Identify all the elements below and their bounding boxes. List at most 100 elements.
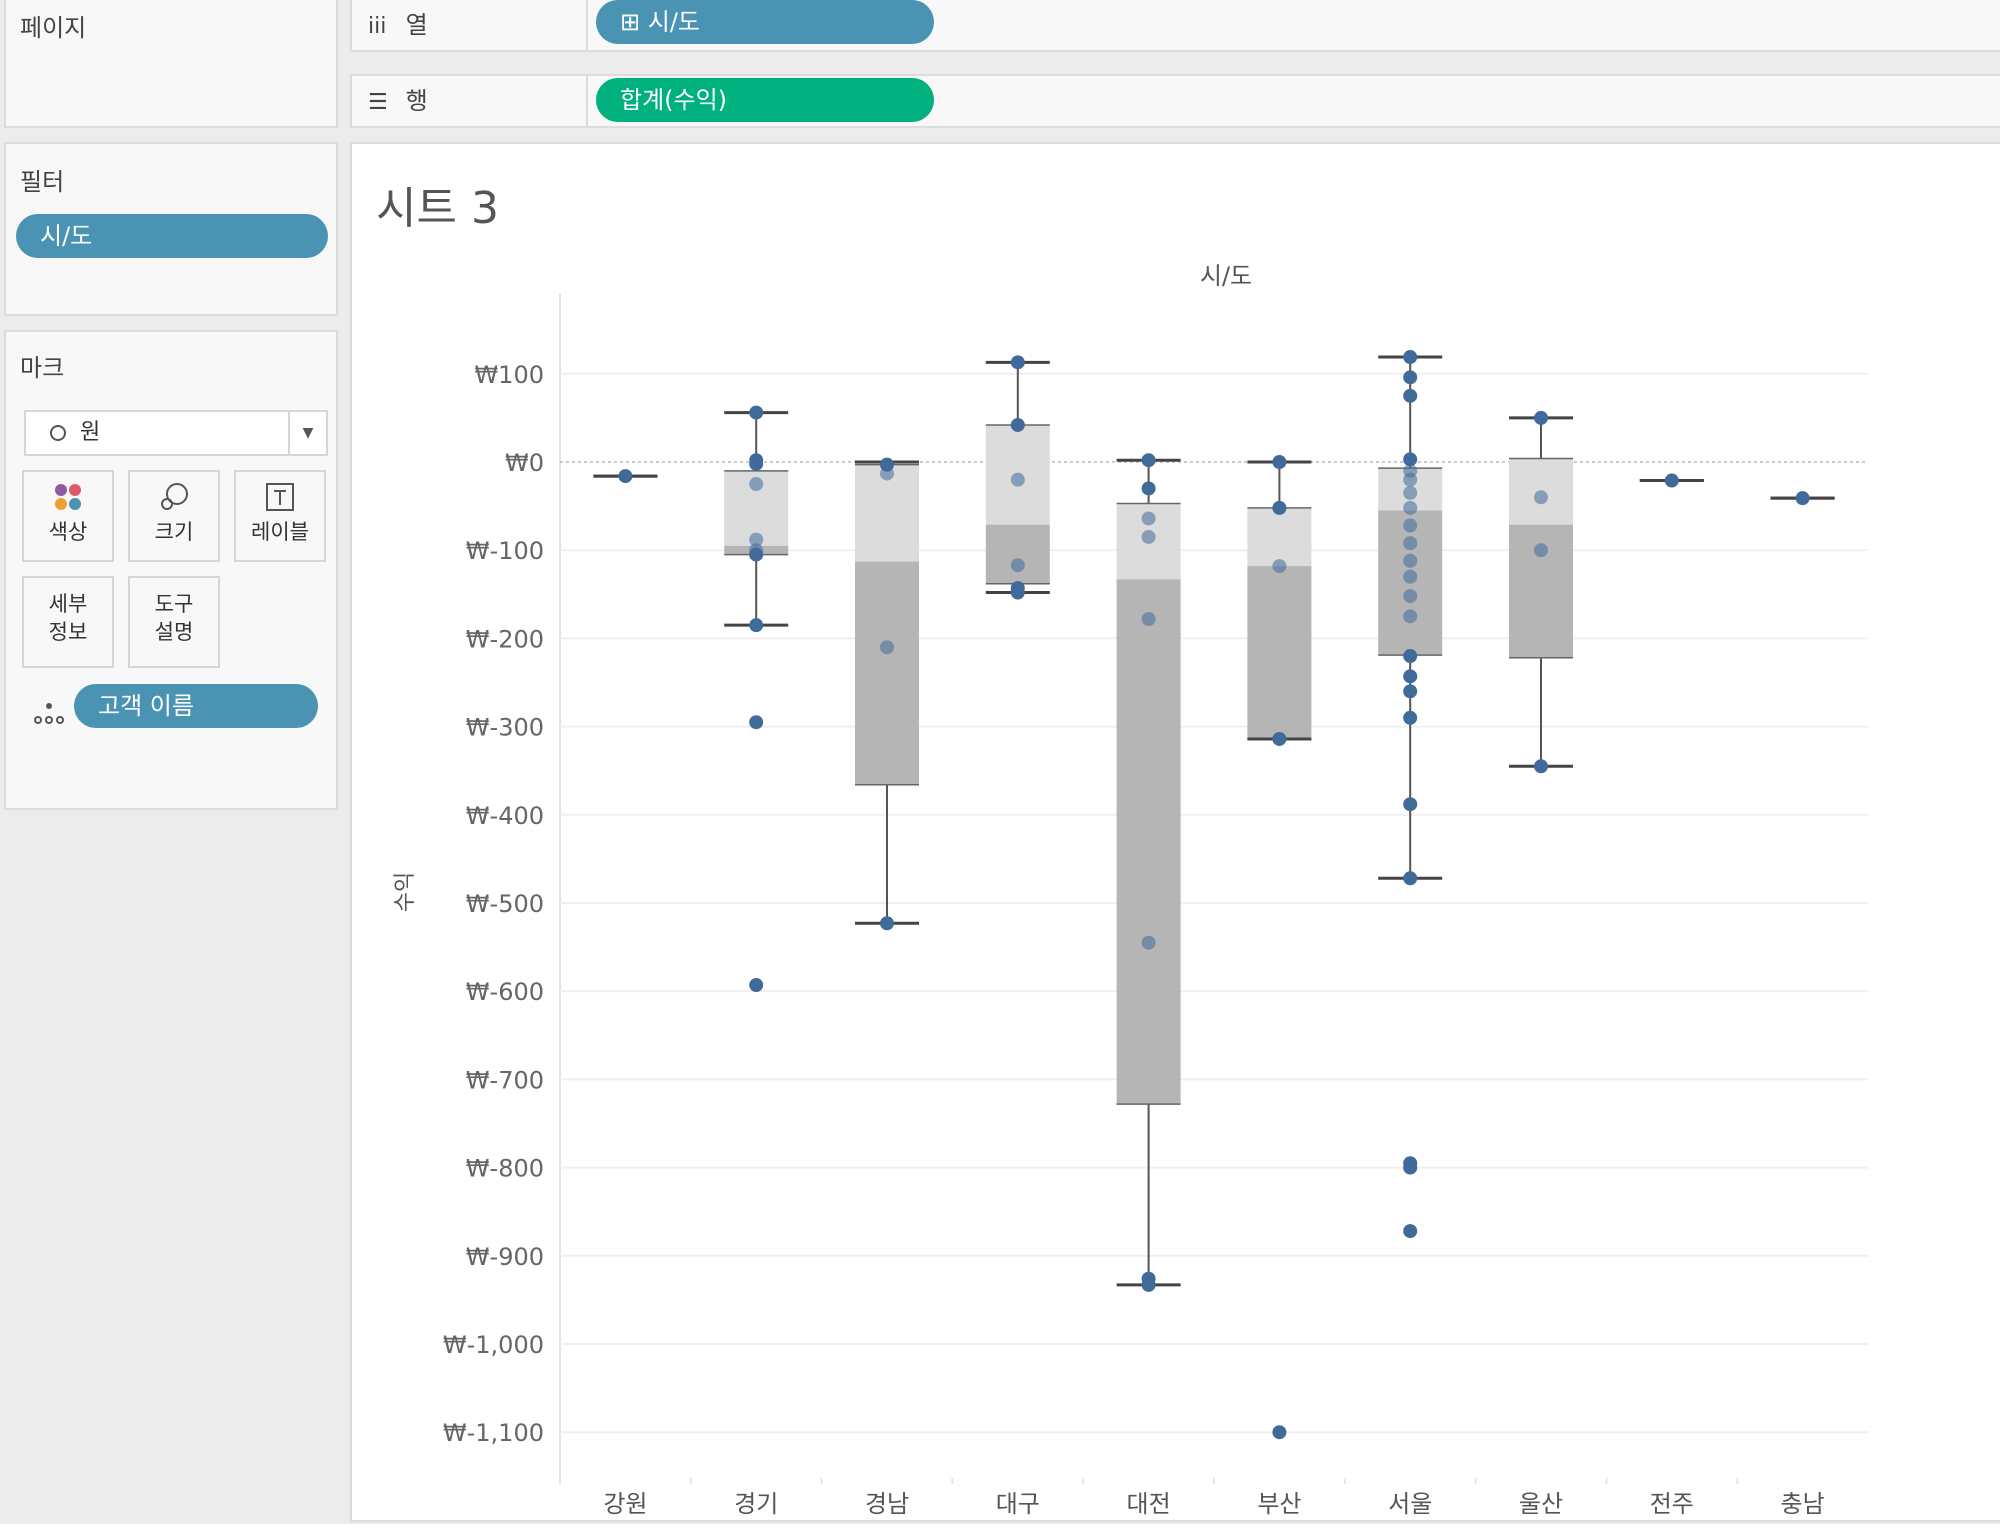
data-point [1141,529,1156,544]
data-point [1141,481,1156,496]
data-point [1403,518,1418,533]
data-point [1141,511,1156,526]
data-point [1534,543,1548,558]
y-tick-label: ₩-300 [466,714,544,742]
y-tick-label: ₩-900 [466,1243,544,1271]
columns-shelf-label: iii 열 [352,0,588,50]
y-tick-label: ₩-200 [466,625,544,653]
data-point [1403,589,1418,604]
data-point [749,456,764,471]
x-category-label: 경남 [865,1490,909,1518]
data-point [1141,611,1156,626]
label-button-label: 레이블 [251,520,309,544]
box-lower [1247,566,1312,739]
columns-pill-sido[interactable]: ⊞ 시/도 [596,0,934,44]
data-point [1403,649,1418,664]
pages-card-title: 페이지 [20,14,87,42]
detail-button-label-2: 정보 [48,620,88,644]
color-palette-icon [24,480,112,520]
y-axis-label: 수익 [393,872,418,912]
chevron-down-icon[interactable]: ▼ [288,412,326,454]
rows-label-text: 행 [405,87,428,115]
y-tick-label: ₩-500 [466,890,544,918]
mark-type-dropdown[interactable]: 원 ▼ [24,410,328,456]
rows-shelf-label: ☰ 행 [352,76,588,126]
data-point [880,466,894,481]
columns-shelf[interactable]: iii 열 ⊞ 시/도 [350,0,2000,52]
y-tick-label: ₩-600 [466,978,544,1006]
data-point [1403,871,1418,886]
data-point [1403,500,1418,515]
data-point [1403,1160,1418,1175]
data-point [1403,797,1418,812]
text-label-icon [236,480,324,520]
y-tick-label: ₩-100 [466,537,544,565]
data-point [1010,472,1025,487]
marks-card[interactable]: 마크 원 ▼ 색상 크기 레이블 세부 [4,330,338,810]
x-category-label: 전주 [1650,1490,1694,1518]
data-point [1403,485,1418,500]
x-category-label: 울산 [1519,1490,1563,1518]
data-point [749,532,764,547]
y-tick-label: ₩-700 [466,1066,544,1094]
data-point [1010,558,1025,573]
sheet-title: 시트 3 [376,183,499,234]
rows-pill-sum-profit[interactable]: 합계(수익) [596,78,934,122]
data-point [749,978,764,993]
circle-mark-icon [50,425,66,441]
data-point [749,715,764,730]
data-point [1010,417,1025,432]
data-point [1010,355,1025,370]
data-point [1403,1224,1418,1239]
pages-card[interactable]: 페이지 [4,0,338,128]
y-tick-label: ₩0 [505,449,544,477]
data-point [1403,472,1418,487]
filters-card-title: 필터 [20,168,65,196]
y-tick-label: ₩-1,100 [443,1419,544,1447]
y-tick-label: ₩100 [474,361,544,389]
data-point [1403,536,1418,551]
detail-dots-icon [32,700,66,730]
data-point [749,405,764,420]
color-button[interactable]: 색상 [22,470,114,562]
data-point [880,640,894,655]
data-point [1141,1277,1156,1292]
data-point [1403,684,1418,699]
filter-pill-sido[interactable]: 시/도 [16,214,328,258]
tooltip-button-label-2: 설명 [154,620,194,644]
x-category-label: 대구 [996,1490,1040,1518]
size-button[interactable]: 크기 [128,470,220,562]
size-icon [130,480,218,520]
rows-icon: ☰ [368,90,388,115]
box-plot-chart[interactable]: 시/도수익 ₩100 ₩0 ₩-100 ₩-200 ₩-300 ₩-400 ₩-500 ₩-60… [352,144,2000,1524]
y-tick-label: ₩-400 [466,802,544,830]
rows-shelf[interactable]: ☰ 행 합계(수익) [350,74,2000,128]
detail-button[interactable]: 세부 정보 [22,576,114,668]
y-tick-label: ₩-1,000 [443,1331,544,1359]
detail-button-label-1: 세부 [48,592,88,616]
size-button-label: 크기 [154,520,194,544]
data-point [1272,455,1287,469]
column-header: 시/도 [1200,262,1252,290]
tooltip-button[interactable]: 도구 설명 [128,576,220,668]
columns-label-text: 열 [405,11,428,39]
data-point [1272,559,1287,574]
label-button[interactable]: 레이블 [234,470,326,562]
x-category-label: 대전 [1127,1490,1171,1518]
filters-card[interactable]: 필터 시/도 [4,142,338,316]
x-category-label: 충남 [1781,1490,1825,1518]
x-category-label: 서울 [1388,1490,1432,1518]
data-point [618,469,633,484]
mark-type-value: 원 [80,420,101,445]
data-point [1141,453,1156,468]
detail-pill-customer-name[interactable]: 고객 이름 [74,684,318,728]
box-lower [855,561,919,785]
data-point [880,916,894,931]
box-upper [1247,507,1312,567]
data-point [1272,500,1287,515]
color-button-label: 색상 [48,520,88,544]
y-tick-label: ₩-800 [466,1155,544,1183]
x-category-label: 강원 [603,1490,647,1518]
x-category-label: 부산 [1257,1490,1301,1518]
